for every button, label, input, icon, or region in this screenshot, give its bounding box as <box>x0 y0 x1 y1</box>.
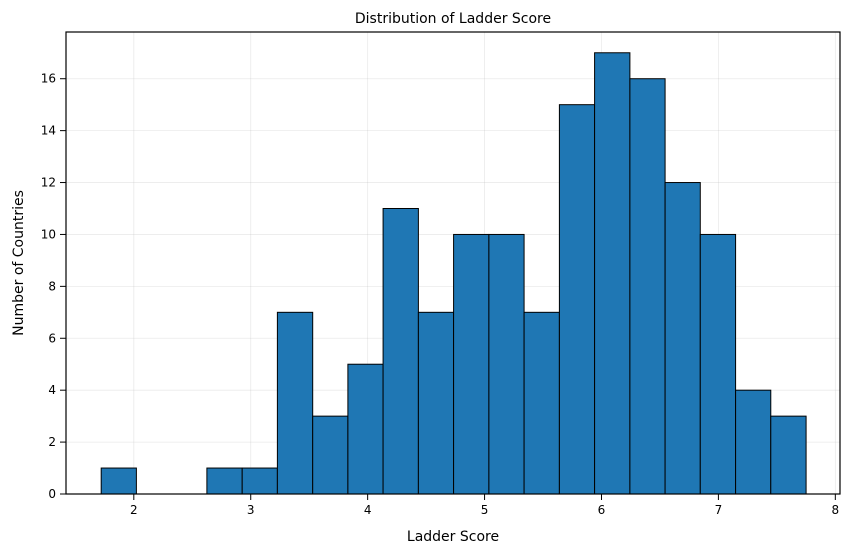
histogram-bar <box>735 389 772 495</box>
histogram-bar <box>664 182 701 495</box>
histogram-bar <box>241 467 278 495</box>
x-axis-label: Ladder Score <box>407 529 499 545</box>
histogram-bars <box>100 52 807 495</box>
x-tick-label: 7 <box>715 503 723 517</box>
histogram-bar <box>417 311 455 495</box>
histogram-bar <box>276 311 314 495</box>
histogram-bar <box>523 311 560 495</box>
y-tick-label: 4 <box>48 383 56 397</box>
x-tick-label: 8 <box>832 503 840 517</box>
histogram-bar <box>382 207 419 495</box>
histogram-bar <box>629 78 666 495</box>
histogram-bar <box>100 467 137 495</box>
histogram-bar <box>347 363 384 495</box>
y-tick-label: 6 <box>48 331 56 345</box>
histogram-bar <box>699 233 737 495</box>
histogram-bar <box>312 415 349 495</box>
histogram-bar <box>453 233 490 495</box>
histogram-bar <box>594 52 631 495</box>
histogram-bar <box>488 233 525 495</box>
x-tick-label: 3 <box>247 503 255 517</box>
y-tick-label: 10 <box>41 227 56 241</box>
chart-title: Distribution of Ladder Score <box>355 11 551 27</box>
x-tick-label: 4 <box>364 503 372 517</box>
plot-frame <box>65 31 841 495</box>
x-axis-ticks: 2 3 4 5 6 7 8 <box>130 494 839 517</box>
y-axis-label: Number of Countries <box>11 190 27 336</box>
y-tick-label: 8 <box>48 279 56 293</box>
histogram-bar <box>206 467 243 495</box>
y-tick-label: 2 <box>48 435 56 449</box>
histogram-bar <box>558 104 596 495</box>
y-axis-ticks: 0 2 4 6 8 10 12 14 16 <box>41 72 66 501</box>
y-tick-label: 14 <box>41 124 56 138</box>
histogram-bar <box>770 415 807 495</box>
y-tick-label: 12 <box>41 176 56 190</box>
y-tick-label: 0 <box>48 487 56 501</box>
x-tick-label: 2 <box>130 503 138 517</box>
x-tick-label: 5 <box>481 503 489 517</box>
y-tick-label: 16 <box>41 72 56 86</box>
x-tick-label: 6 <box>598 503 606 517</box>
